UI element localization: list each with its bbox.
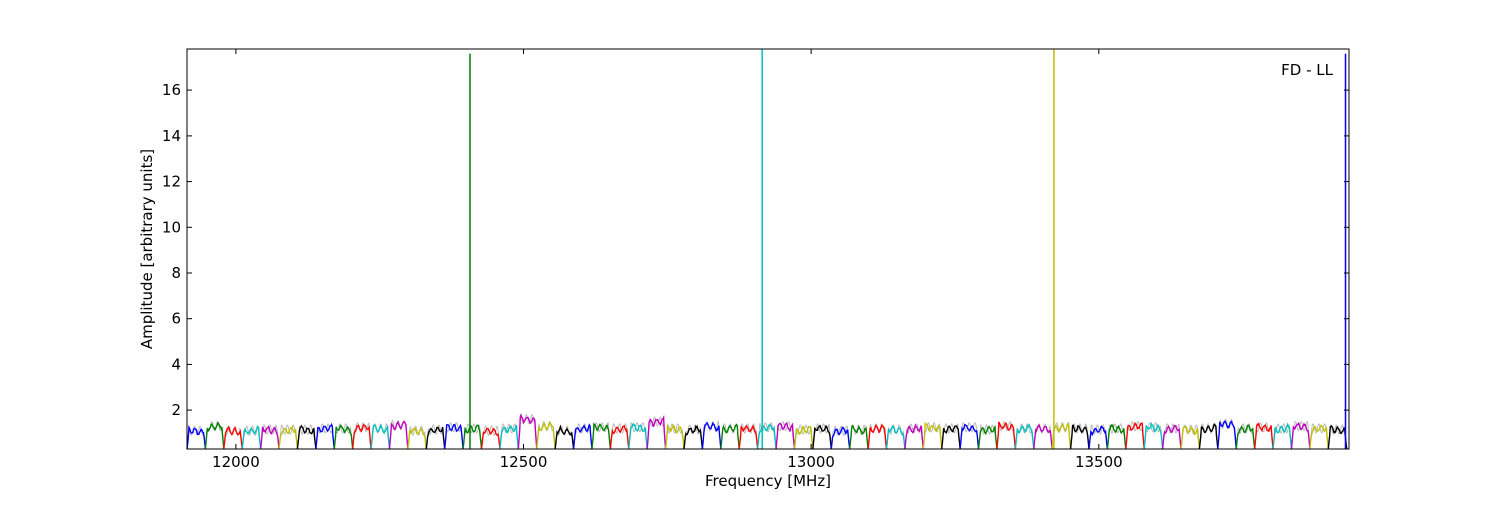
channel-trace-57 xyxy=(1217,420,1237,450)
channel-trace-52 xyxy=(1125,422,1145,450)
channel-trace-13 xyxy=(407,427,427,450)
channel-trace-48 xyxy=(1051,422,1072,450)
channel-trace-30 xyxy=(720,423,740,450)
channel-trace-18 xyxy=(499,424,519,450)
x-tick-label: 12000 xyxy=(212,453,260,471)
y-tick-label: 8 xyxy=(171,264,181,282)
y-tick-label: 2 xyxy=(171,401,181,419)
channel-trace-44 xyxy=(977,424,998,450)
channel-trace-5 xyxy=(259,425,280,450)
chart-annotation: FD - LL xyxy=(1281,61,1333,79)
channel-trace-27 xyxy=(664,423,685,450)
channel-trace-9 xyxy=(333,424,354,450)
channel-trace-24 xyxy=(609,424,630,450)
channel-trace-62 xyxy=(1309,424,1329,450)
channel-trace-54 xyxy=(1161,424,1182,450)
channel-trace-16 xyxy=(462,424,483,450)
channel-trace-60 xyxy=(1272,422,1293,450)
channel-trace-42 xyxy=(941,425,961,450)
x-axis-label: Frequency [MHz] xyxy=(705,472,831,490)
channel-trace-4 xyxy=(241,425,262,450)
y-tick-label: 12 xyxy=(162,173,181,191)
channel-trace-58 xyxy=(1235,424,1256,450)
channel-trace-32 xyxy=(756,423,777,450)
channel-trace-45 xyxy=(996,421,1017,450)
y-tick-label: 4 xyxy=(171,355,181,373)
channel-trace-46 xyxy=(1014,423,1035,450)
x-tick-label: 13000 xyxy=(787,453,835,471)
channel-trace-53 xyxy=(1143,421,1164,450)
channel-trace-26 xyxy=(646,414,667,450)
channel-trace-41 xyxy=(922,421,943,450)
channel-trace-7 xyxy=(296,424,317,450)
channel-trace-6 xyxy=(278,426,299,450)
channel-trace-1 xyxy=(186,424,207,450)
channel-trace-47 xyxy=(1033,423,1053,450)
channel-trace-19 xyxy=(517,413,538,450)
channel-trace-10 xyxy=(352,423,372,450)
channel-trace-40 xyxy=(904,423,924,450)
channel-trace-59 xyxy=(1254,422,1274,450)
y-tick-label: 16 xyxy=(162,81,181,99)
channel-trace-21 xyxy=(554,424,575,450)
channel-trace-43 xyxy=(959,424,980,450)
channel-trace-61 xyxy=(1290,421,1311,450)
channel-trace-20 xyxy=(536,421,556,450)
channel-trace-14 xyxy=(425,426,446,450)
channel-trace-37 xyxy=(849,424,869,450)
channel-trace-8 xyxy=(315,422,335,450)
channel-trace-11 xyxy=(370,424,391,450)
channel-trace-38 xyxy=(867,423,888,450)
channel-trace-25 xyxy=(628,422,648,450)
channel-trace-29 xyxy=(701,421,722,450)
channel-trace-12 xyxy=(388,420,409,450)
y-tick-label: 14 xyxy=(162,127,181,145)
channel-trace-35 xyxy=(812,424,832,450)
x-tick-label: 13500 xyxy=(1075,453,1123,471)
channel-trace-50 xyxy=(1088,425,1109,450)
y-axis-ticks: 2 4 6 8 10 12 14 16 xyxy=(162,81,1349,419)
channel-trace-3 xyxy=(223,425,243,450)
channel-trace-39 xyxy=(885,425,906,450)
y-axis-label: Amplitude [arbitrary units] xyxy=(138,149,156,349)
x-tick-label: 12500 xyxy=(500,453,548,471)
axes-frame xyxy=(186,48,1350,450)
y-tick-label: 6 xyxy=(171,310,181,328)
channel-trace-28 xyxy=(683,424,704,450)
channel-trace-51 xyxy=(1106,423,1127,450)
channel-trace-34 xyxy=(793,425,814,450)
channel-trace-33 xyxy=(775,421,796,450)
channel-trace-55 xyxy=(1180,425,1201,450)
spike-lines xyxy=(469,49,1347,449)
channel-trace-36 xyxy=(830,426,851,450)
channel-trace-22 xyxy=(572,423,593,450)
channel-trace-56 xyxy=(1198,423,1219,450)
channel-trace-2 xyxy=(204,421,225,450)
channel-trace-15 xyxy=(444,423,464,450)
channel-trace-63 xyxy=(1327,425,1348,450)
channel-traces xyxy=(186,412,1348,450)
channel-trace-17 xyxy=(480,427,501,450)
y-tick-label: 10 xyxy=(162,218,181,236)
channel-trace-49 xyxy=(1069,424,1090,450)
x-axis-ticks: 12000 12500 13000 13500 xyxy=(212,49,1123,471)
background-trace xyxy=(186,412,1348,448)
channel-trace-23 xyxy=(591,422,612,450)
channel-trace-31 xyxy=(738,424,759,450)
